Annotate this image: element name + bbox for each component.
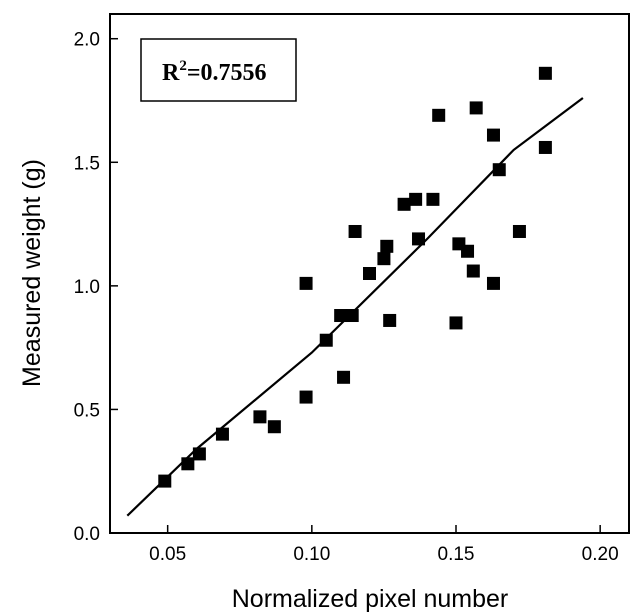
- r2-annotation: R2=0.7556: [140, 38, 297, 102]
- data-point: [215, 427, 229, 441]
- y-axis: 0.0 0.5 1.0 1.5 2.0: [74, 30, 118, 545]
- data-point: [432, 108, 446, 122]
- r2-annotation-text: R2=0.7556: [162, 58, 267, 86]
- data-point: [486, 276, 500, 290]
- data-point: [319, 333, 333, 347]
- data-point: [253, 410, 267, 424]
- y-tick-label: 1.0: [74, 277, 100, 298]
- data-point: [380, 239, 394, 253]
- x-tick-label: 0.15: [438, 544, 475, 565]
- data-point: [267, 420, 281, 434]
- data-point: [486, 128, 500, 142]
- data-point: [397, 197, 411, 211]
- data-point: [538, 66, 552, 80]
- y-tick-label: 1.5: [74, 153, 100, 174]
- plot-frame: [109, 13, 630, 534]
- data-point: [461, 244, 475, 258]
- data-point: [412, 232, 426, 246]
- data-point: [492, 163, 506, 177]
- data-point: [158, 474, 172, 488]
- data-point: [337, 370, 351, 384]
- y-tick-label: 0.0: [74, 524, 100, 545]
- r2-prefix: R: [162, 60, 180, 86]
- data-point: [348, 224, 362, 238]
- data-point: [469, 101, 483, 115]
- data-point: [299, 390, 313, 404]
- r2-annotation-box: [140, 38, 297, 102]
- data-point: [538, 140, 552, 154]
- r2-superscript: 2: [179, 58, 187, 74]
- data-point: [192, 447, 206, 461]
- data-point: [512, 224, 526, 238]
- data-point: [409, 192, 423, 206]
- data-point: [363, 267, 376, 280]
- data-point: [377, 252, 391, 266]
- y-tick-label: 2.0: [74, 30, 100, 51]
- r2-value: =0.7556: [187, 60, 267, 86]
- data-point: [426, 192, 440, 206]
- x-axis: 0.05 0.10 0.15 0.20: [149, 525, 619, 565]
- x-tick-label: 0.20: [582, 544, 619, 565]
- data-point: [383, 313, 397, 327]
- data-points: [158, 66, 552, 488]
- x-tick-label: 0.10: [293, 544, 330, 565]
- y-tick-label: 0.5: [74, 400, 100, 421]
- data-point: [299, 276, 313, 290]
- y-axis-title: Measured weight (g): [18, 159, 46, 387]
- data-point: [334, 309, 348, 323]
- data-point: [449, 316, 463, 330]
- data-point: [345, 309, 359, 323]
- x-tick-label: 0.05: [149, 544, 186, 565]
- data-point: [466, 264, 480, 278]
- data-point: [181, 457, 195, 471]
- x-axis-title: Normalized pixel number: [232, 585, 509, 613]
